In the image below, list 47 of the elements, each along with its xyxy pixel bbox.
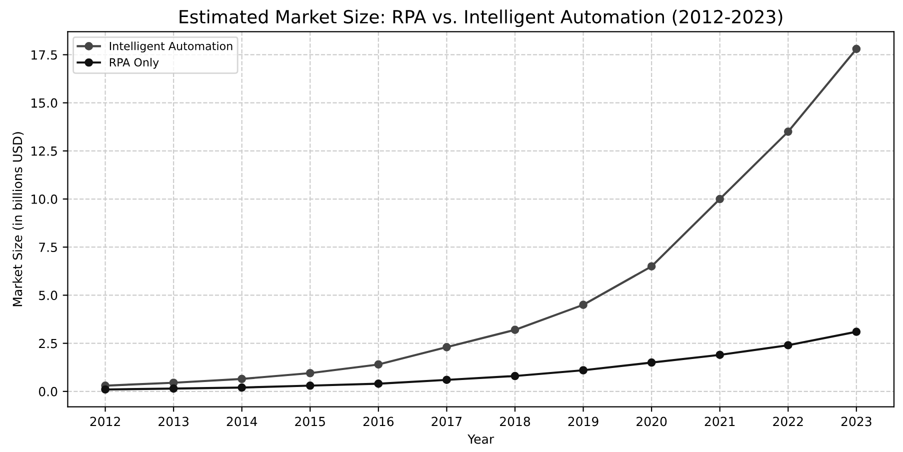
point <box>169 384 178 393</box>
y-tick-label: 2.5 <box>39 338 57 348</box>
point <box>852 44 861 54</box>
x-tick-label: 2023 <box>841 416 872 426</box>
y-tick-label: 0.0 <box>38 386 58 396</box>
x-tick-label: 2013 <box>158 416 188 426</box>
point <box>442 376 451 384</box>
point <box>852 328 861 336</box>
chart-title: Estimated Market Size: RPA vs. Intelligent Automation (2012-2023) <box>180 10 782 28</box>
point <box>647 358 656 367</box>
y-tick-label: 5.0 <box>39 290 58 300</box>
x-tick-label: 2018 <box>500 416 530 426</box>
point <box>579 300 588 309</box>
y-tick-label: 15.0 <box>32 98 58 108</box>
y-axis-title: Market Size (in billions USD) <box>12 132 24 306</box>
x-tick-label: 2021 <box>704 416 735 426</box>
x-tick-label: 2015 <box>295 416 325 426</box>
x-tick-label: 2017 <box>432 416 462 426</box>
x-tick-label: 2020 <box>636 416 667 426</box>
point <box>784 128 792 136</box>
point <box>579 366 588 374</box>
point <box>784 341 792 350</box>
point <box>716 350 724 360</box>
point <box>306 368 314 378</box>
point <box>442 342 451 352</box>
x-tick-label: 2019 <box>568 416 598 426</box>
x-tick-label: 2012 <box>90 416 120 426</box>
point <box>238 374 246 384</box>
point <box>510 372 520 380</box>
y-tick-label: 12.5 <box>32 146 57 156</box>
point <box>510 326 520 334</box>
point <box>101 385 110 394</box>
point <box>716 194 724 204</box>
x-axis-title: Year <box>468 434 494 444</box>
y-tick-label: 10.0 <box>32 194 58 204</box>
x-tick-label: 2014 <box>226 416 258 426</box>
point <box>238 383 246 392</box>
point <box>374 360 383 369</box>
point <box>647 262 656 271</box>
point <box>306 381 314 390</box>
legend-label: RPA Only <box>110 58 159 69</box>
point <box>374 380 383 388</box>
x-tick-label: 2016 <box>363 416 394 426</box>
legend-label: Intelligent Automation <box>110 42 232 52</box>
x-tick-label: 2022 <box>773 416 803 426</box>
y-tick-label: 17.5 <box>32 50 57 60</box>
y-tick-label: 7.5 <box>39 242 57 252</box>
